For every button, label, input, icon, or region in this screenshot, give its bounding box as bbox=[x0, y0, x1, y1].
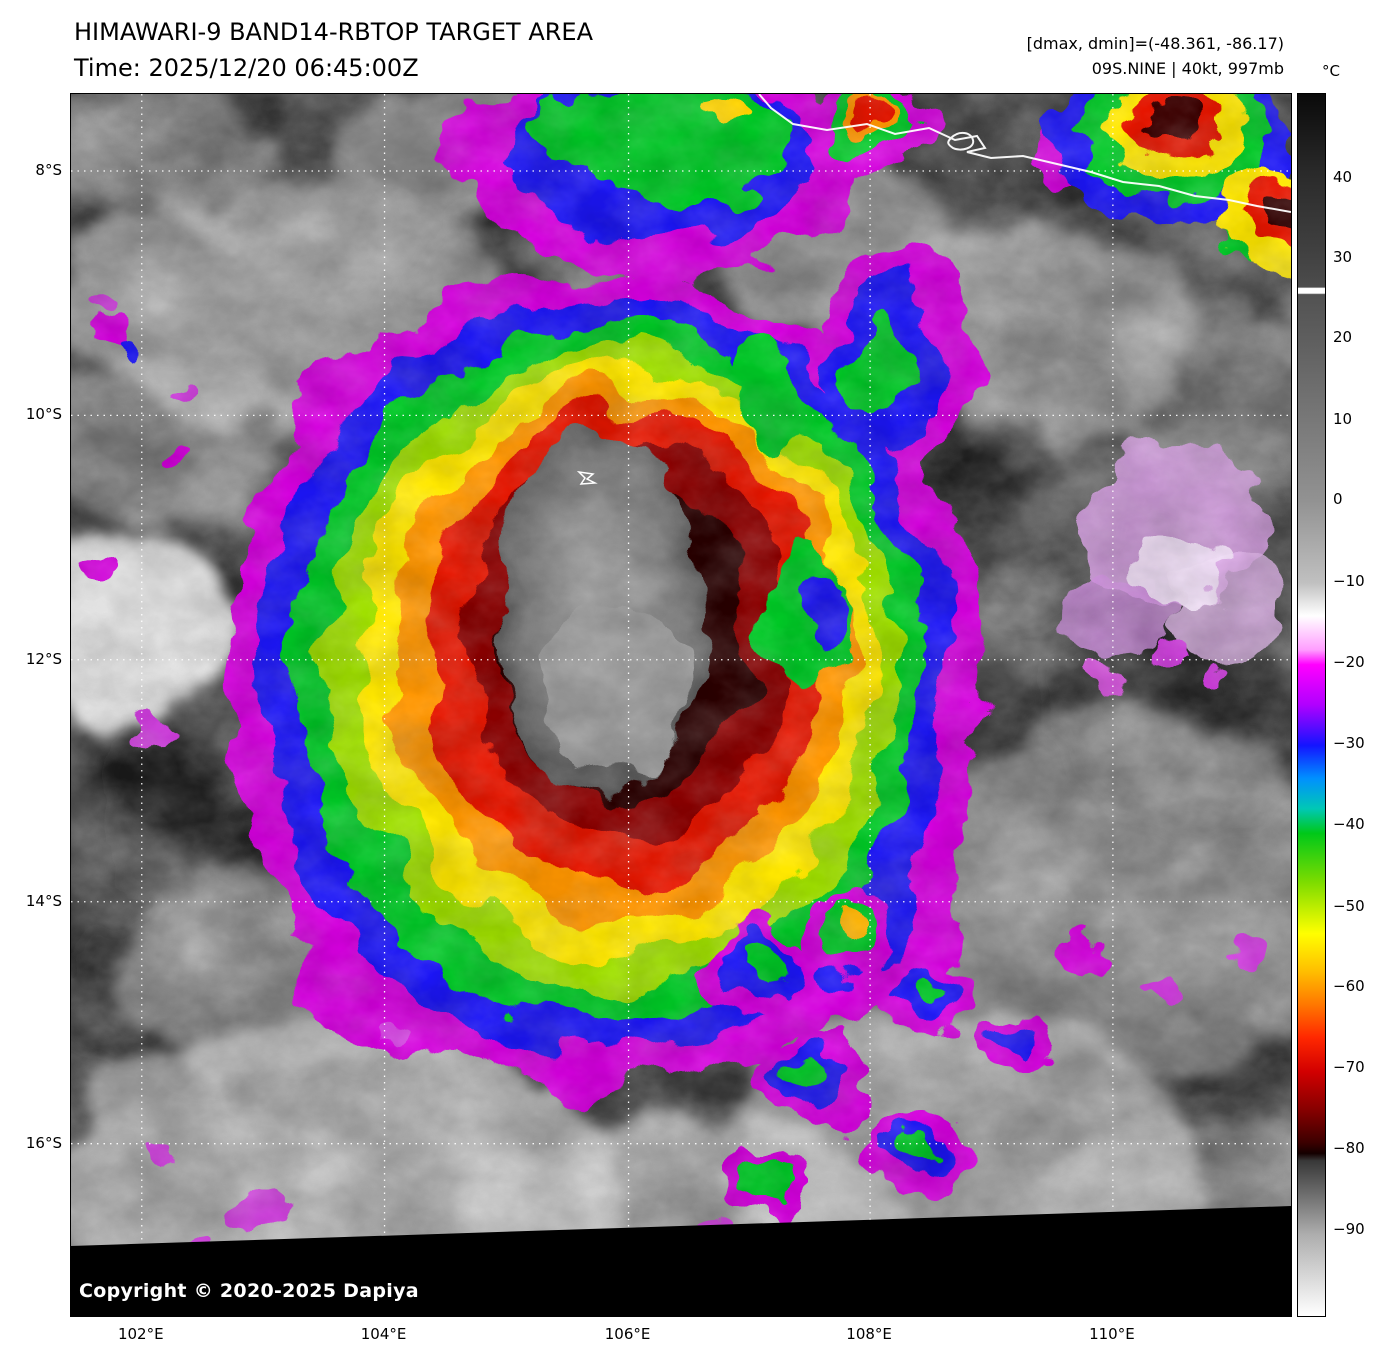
colorbar-tick-label: 10 bbox=[1333, 410, 1353, 429]
satellite-image-svg bbox=[71, 94, 1291, 1316]
lat-tick-label: 10°S bbox=[25, 405, 62, 424]
info-block: [dmax, dmin]=(-48.361, -86.17) 09S.NINE … bbox=[1027, 32, 1284, 82]
lon-tick-label: 104°E bbox=[360, 1325, 407, 1343]
colorbar-tick-label: −10 bbox=[1333, 571, 1365, 590]
product-title: HIMAWARI-9 BAND14-RBTOP TARGET AREA bbox=[74, 18, 594, 46]
lon-tick-label: 102°E bbox=[117, 1325, 164, 1343]
lon-tick-label: 110°E bbox=[1089, 1325, 1135, 1343]
coastline bbox=[758, 94, 1291, 213]
texture-shadows bbox=[71, 94, 1291, 1316]
storm-center-marker bbox=[576, 470, 598, 485]
lat-tick-label: 12°S bbox=[25, 649, 62, 668]
title-block: HIMAWARI-9 BAND14-RBTOP TARGET AREA Time… bbox=[74, 18, 593, 82]
colorbar-tick-label: −90 bbox=[1333, 1220, 1365, 1239]
lat-tick-label: 8°S bbox=[35, 160, 62, 179]
colorbar-unit-label: °C bbox=[1322, 62, 1340, 80]
product-time: Time: 2025/12/20 06:45:00Z bbox=[74, 54, 419, 82]
colorbar-tick-label: 40 bbox=[1333, 168, 1353, 187]
satellite-map: Copyright © 2020-2025 Dapiya bbox=[70, 93, 1292, 1317]
colorbar-tick-label: −20 bbox=[1333, 653, 1365, 672]
storm-readout: 09S.NINE | 40kt, 997mb bbox=[1091, 58, 1284, 78]
scan-edge-mask bbox=[71, 1206, 1291, 1316]
colorbar-tick-label: −50 bbox=[1333, 896, 1365, 915]
grid-layer bbox=[71, 94, 1291, 1316]
dmax-dmin-readout: [dmax, dmin]=(-48.361, -86.17) bbox=[1026, 34, 1284, 53]
colorbar-tick-label: −30 bbox=[1333, 734, 1365, 753]
lon-tick-label: 106°E bbox=[604, 1325, 651, 1343]
copyright-label: Copyright © 2020-2025 Dapiya bbox=[79, 1280, 419, 1302]
lon-tick-label: 108°E bbox=[846, 1325, 892, 1343]
colorbar-tick-label: −60 bbox=[1333, 977, 1365, 996]
colorbar-ticks: 40 30 20 10 0 −10 −20 −30 −40 −50 −60 −70 −80 −90 bbox=[1333, 93, 1388, 1315]
colorbar-tick-label: 30 bbox=[1333, 247, 1353, 266]
colorbar-tick-label: 20 bbox=[1333, 328, 1353, 347]
colorbar-tick-label: −80 bbox=[1333, 1138, 1365, 1157]
lat-tick-label: 14°S bbox=[25, 891, 62, 910]
colorbar-tick-label: −40 bbox=[1333, 814, 1365, 833]
colorbar-tick-label: −70 bbox=[1333, 1057, 1365, 1076]
colorbar bbox=[1297, 93, 1326, 1317]
colorbar-tick-label: 0 bbox=[1333, 489, 1343, 508]
lat-tick-label: 16°S bbox=[25, 1133, 62, 1152]
